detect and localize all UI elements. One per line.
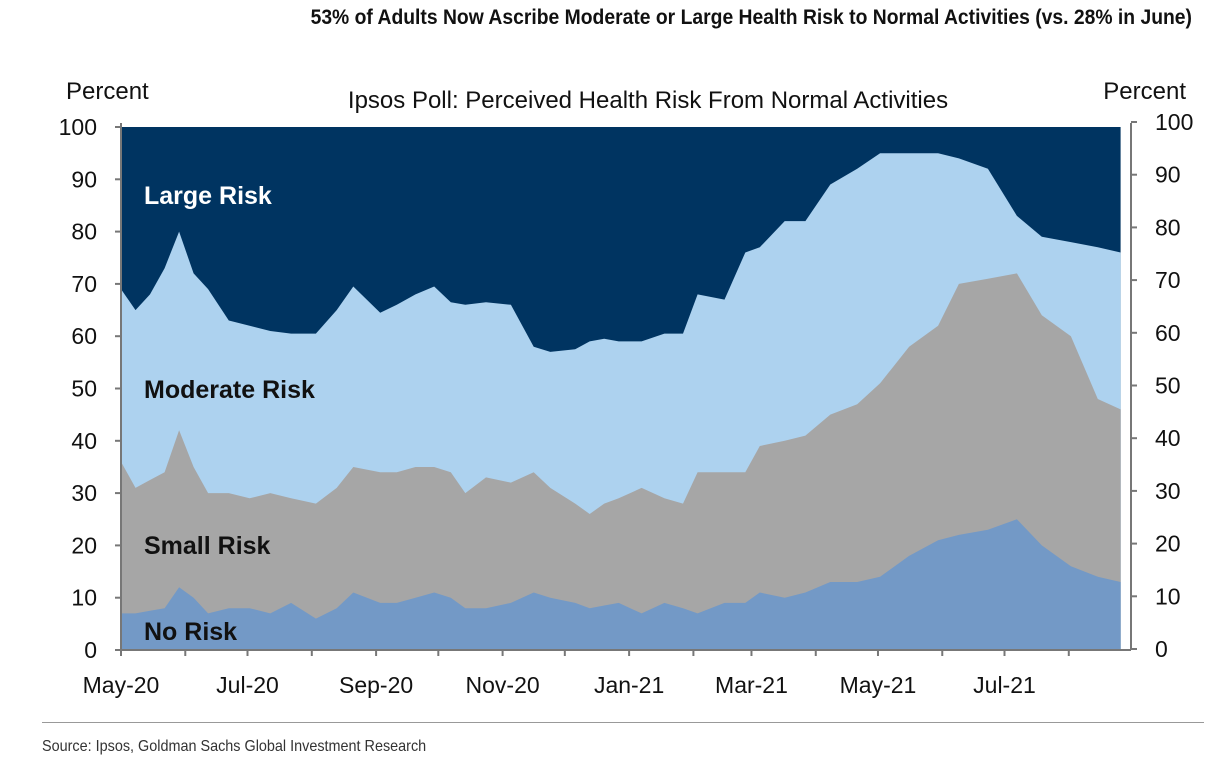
footer-divider [42,722,1204,723]
y-tick-label-left: 40 [71,428,97,454]
x-tick-label: Nov-20 [466,672,540,698]
x-tick-label: Jan-21 [594,672,664,698]
y-tick-label-left: 100 [59,114,97,140]
y-tick-label-left: 50 [71,376,97,402]
y-tick-label-right: 0 [1155,636,1168,662]
source-note: Source: Ipsos, Goldman Sachs Global Inve… [42,738,427,755]
y-tick-label-right: 30 [1155,478,1181,504]
chart-title: Ipsos Poll: Perceived Health Risk From N… [348,87,948,114]
y-tick-label-left: 20 [71,532,97,558]
y-tick-label-right: 70 [1155,267,1181,293]
series-label-large-risk: Large Risk [144,182,272,210]
x-tick-label: May-21 [840,672,917,698]
axes-layer: 0 0 10 10 20 20 30 30 40 40 50 50 60 60 70 70 80 80 90 90 10… [59,109,1194,698]
series-label-small-risk: Small Risk [144,532,271,560]
y-tick-label-left: 80 [71,219,97,245]
y-tick-label-right: 10 [1155,583,1181,609]
y-tick-label-right: 20 [1155,531,1181,557]
area-layer [121,127,1121,650]
area-no-risk [121,519,1121,650]
stacked-area-chart: 0 0 10 10 20 20 30 30 40 40 50 50 60 60 70 70 80 80 90 90 10… [59,78,1194,698]
y-tick-label-left: 90 [71,166,97,192]
y-axis-label-right: Percent [1103,78,1186,105]
y-tick-label-right: 60 [1155,320,1181,346]
y-tick-label-left: 70 [71,271,97,297]
y-axis-label-left: Percent [66,78,149,105]
y-tick-label-right: 90 [1155,162,1181,188]
x-tick-label: Jul-21 [973,672,1036,698]
y-tick-label-left: 0 [84,637,97,663]
y-tick-label-right: 100 [1155,109,1193,135]
y-tick-label-left: 30 [71,480,97,506]
y-tick-label-right: 80 [1155,214,1181,240]
y-tick-label-left: 10 [71,585,97,611]
series-label-moderate-risk: Moderate Risk [144,376,315,404]
y-tick-label-right: 50 [1155,373,1181,399]
series-label-no-risk: No Risk [144,618,237,646]
x-tick-label: Sep-20 [339,672,413,698]
y-tick-label-right: 40 [1155,425,1181,451]
x-tick-label: Mar-21 [715,672,788,698]
x-tick-label: May-20 [83,672,160,698]
area-small-risk [121,273,1121,650]
x-tick-label: Jul-20 [216,672,279,698]
y-tick-label-left: 60 [71,323,97,349]
chart-headline: 53% of Adults Now Ascribe Moderate or La… [310,6,1192,29]
